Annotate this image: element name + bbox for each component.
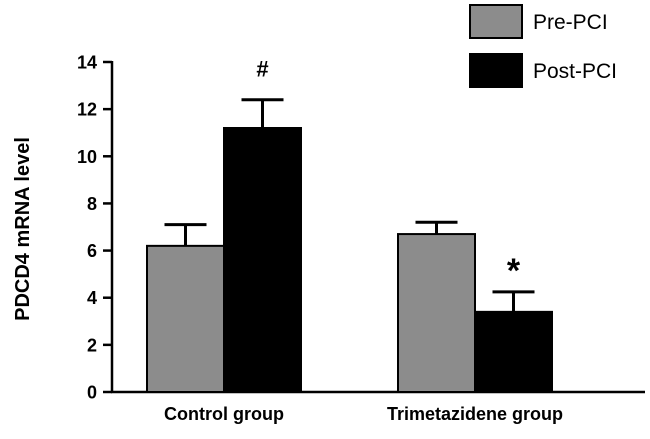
y-tick-label-6: 6 xyxy=(87,241,97,261)
bars xyxy=(146,127,553,394)
axes: 0 2 4 6 8 10 12 14 PDCD4 mRNA level Control group… xyxy=(12,53,645,424)
legend-label-pre-pci: Pre-PCI xyxy=(533,11,608,34)
y-tick-label-14: 14 xyxy=(77,53,97,73)
x-category-label-0: Control group xyxy=(164,404,284,424)
annotations: #* xyxy=(256,57,521,290)
y-tick-label-12: 12 xyxy=(77,100,97,120)
legend-label-post-pci: Post-PCI xyxy=(533,60,617,83)
legend-swatch-pre-pci xyxy=(469,4,523,39)
bar-pre-pci-1 xyxy=(397,233,476,393)
y-tick-label-4: 4 xyxy=(87,288,97,308)
y-tick-label-0: 0 xyxy=(87,383,97,403)
y-tick-label-2: 2 xyxy=(87,335,97,355)
legend-swatch-post-pci xyxy=(469,53,523,88)
y-tick-label-10: 10 xyxy=(77,147,97,167)
y-tick-label-8: 8 xyxy=(87,194,97,214)
x-category-label-1: Trimetazidene group xyxy=(387,404,563,424)
y-axis-title: PDCD4 mRNA level xyxy=(12,137,34,321)
bar-post-pci-0 xyxy=(223,127,302,393)
error-bars xyxy=(164,98,535,312)
annotation-0: # xyxy=(256,57,268,82)
legend: Pre-PCI Post-PCI xyxy=(469,4,617,88)
annotation-1: * xyxy=(507,252,521,290)
bar-pre-pci-0 xyxy=(146,244,225,393)
bar-post-pci-1 xyxy=(474,310,553,394)
